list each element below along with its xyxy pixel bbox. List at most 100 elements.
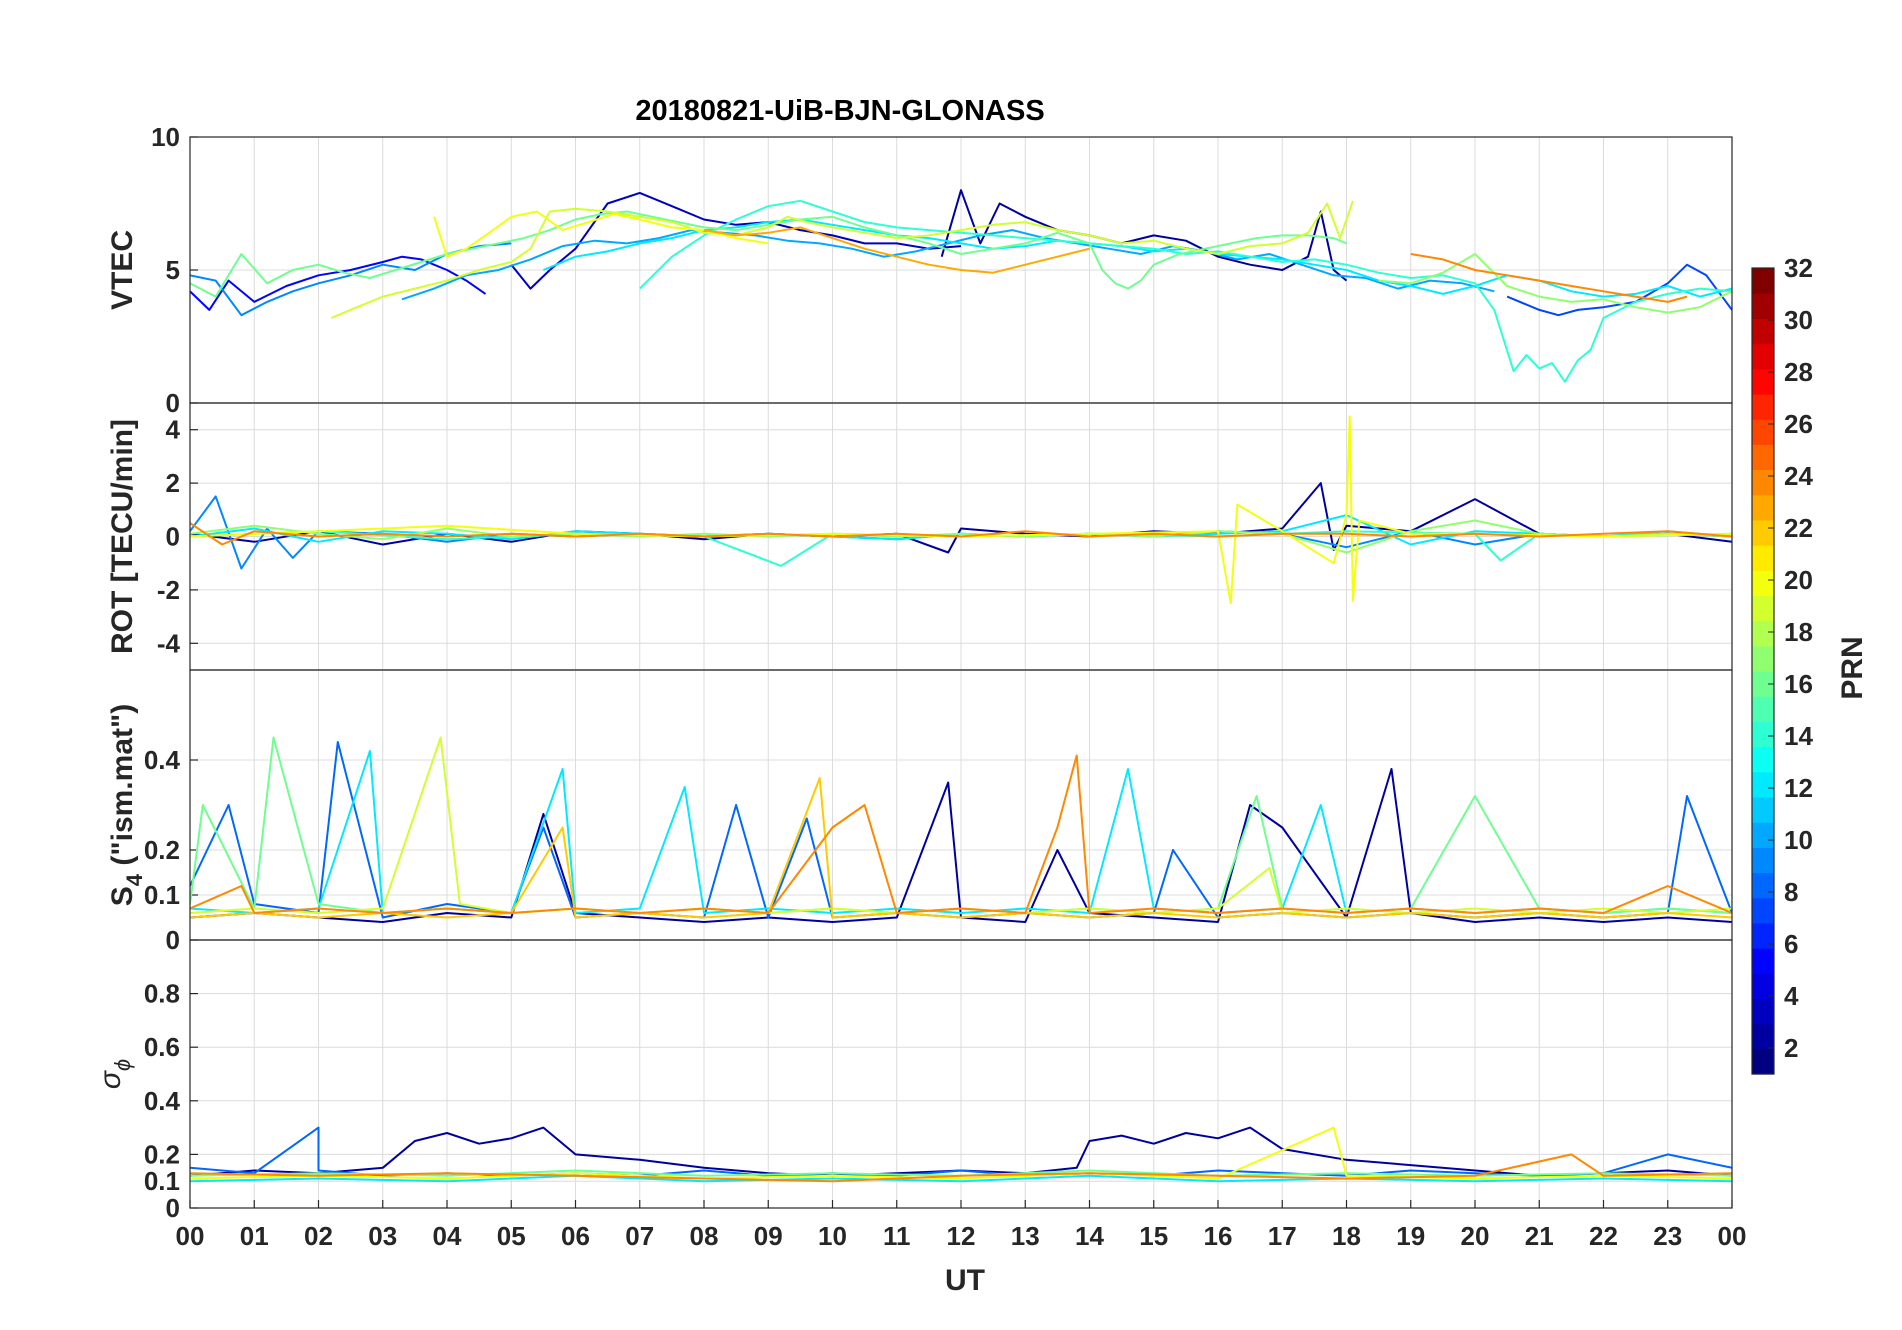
colorbar-segment xyxy=(1752,796,1774,823)
colorbar-segment xyxy=(1752,570,1774,597)
y-tick-label: 0 xyxy=(166,925,180,955)
colorbar-segment xyxy=(1752,696,1774,722)
colorbar-segment xyxy=(1752,343,1774,370)
y-tick-label: 0 xyxy=(166,1193,180,1223)
x-tick-label: 01 xyxy=(240,1221,269,1251)
colorbar-segment xyxy=(1752,897,1774,924)
colorbar-tick-label: 6 xyxy=(1784,929,1798,959)
x-tick-label: 08 xyxy=(690,1221,719,1251)
colorbar-tick-label: 30 xyxy=(1784,305,1813,335)
series-line-prn-24 xyxy=(190,522,1732,546)
colorbar-segment xyxy=(1752,671,1774,697)
colorbar-tick-label: 8 xyxy=(1784,877,1798,907)
colorbar-segment xyxy=(1752,771,1774,798)
panel-sigma_phi: 00.10.2 0.4 0.6 0.8 σϕ xyxy=(94,939,1733,1223)
series-group xyxy=(190,189,1732,383)
colorbar-segment xyxy=(1752,822,1774,848)
series-group xyxy=(190,415,1732,605)
y-axis-label: σϕ xyxy=(94,1059,135,1089)
colorbar-segment xyxy=(1752,872,1774,899)
y-tick-label: 0.4 xyxy=(144,1086,181,1116)
series-line-prn-12 xyxy=(543,218,1732,298)
y-tick-label: -2 xyxy=(157,575,180,605)
series-line-prn-5 xyxy=(190,255,487,311)
colorbar-segment xyxy=(1752,268,1774,294)
y-tick-label: 0.1 xyxy=(144,880,180,910)
y-axis-label: VTEC xyxy=(106,230,139,310)
series-line-prn-24 xyxy=(1410,253,1688,303)
colorbar-segment xyxy=(1752,545,1774,571)
y-tick-label: 0 xyxy=(166,522,180,552)
y-tick-label: 2 xyxy=(166,468,180,498)
y-axis-label: S4 ("ism.mat") xyxy=(106,704,147,906)
y-tick-label: 10 xyxy=(151,122,180,152)
colorbar-tick-label: 12 xyxy=(1784,773,1813,803)
series-line-prn-20 xyxy=(190,1126,1732,1180)
series-line-prn-17 xyxy=(190,519,1732,554)
x-tick-label: 22 xyxy=(1589,1221,1618,1251)
y-tick-label: 0.6 xyxy=(144,1032,180,1062)
series-line-prn-16 xyxy=(190,210,1347,298)
y-tick-label: 0.4 xyxy=(144,745,181,775)
x-tick-label: 19 xyxy=(1396,1221,1425,1251)
y-axis-label: ROT [TECU/min] xyxy=(106,419,139,654)
chart-title: 20180821-UiB-BJN-GLONASS xyxy=(635,95,1044,127)
colorbar-tick-label: 14 xyxy=(1784,721,1813,751)
x-tick-label: 05 xyxy=(497,1221,526,1251)
x-tick-label: 12 xyxy=(947,1221,976,1251)
series-line-prn-7 xyxy=(1506,263,1732,317)
colorbar-segment xyxy=(1752,998,1774,1025)
x-axis-label: UT xyxy=(945,1264,985,1297)
x-tick-label: 10 xyxy=(818,1221,847,1251)
x-tick-label: 15 xyxy=(1139,1221,1168,1251)
colorbar-segment xyxy=(1752,948,1774,974)
panel-vtec: 0 5 10 VTEC xyxy=(106,122,1733,418)
series-group xyxy=(190,1126,1732,1183)
y-tick-label: 5 xyxy=(166,255,180,285)
colorbar-tick-label: 16 xyxy=(1784,669,1813,699)
colorbar-tick-label: 24 xyxy=(1784,461,1813,491)
y-tick-label: -4 xyxy=(157,628,181,658)
x-tick-label: 00 xyxy=(176,1221,205,1251)
x-tick-label: 03 xyxy=(368,1221,397,1251)
panel-s4: 0 0.1 0.2 0.4S4 ("ism.mat") xyxy=(106,669,1733,955)
panel-rot: -4 -2 0 2 4 ROT [TECU/min] xyxy=(106,402,1733,671)
x-tick-label: 18 xyxy=(1332,1221,1361,1251)
x-tick-label: 04 xyxy=(433,1221,462,1251)
colorbar-tick-label: 22 xyxy=(1784,513,1813,543)
series-line-prn-2 xyxy=(940,189,1348,282)
series-line-prn-14 xyxy=(639,199,1732,383)
series-line-prn-2 xyxy=(190,1126,1732,1177)
colorbar-tick-label: 18 xyxy=(1784,617,1813,647)
series-line-prn-17 xyxy=(1378,253,1732,314)
colorbar-segment xyxy=(1752,469,1774,496)
colorbar-tick-label: 20 xyxy=(1784,565,1813,595)
colorbar-segment xyxy=(1752,368,1774,395)
colorbar-segment xyxy=(1752,393,1774,420)
series-line-prn-19 xyxy=(331,200,1354,319)
y-tick-label: 0 xyxy=(166,388,180,418)
series-line-prn-3 xyxy=(510,191,962,290)
x-tick-label: 09 xyxy=(754,1221,783,1251)
x-tick-label: 13 xyxy=(1011,1221,1040,1251)
x-tick-label: 06 xyxy=(561,1221,590,1251)
colorbar-segment xyxy=(1752,721,1774,748)
x-tick-label: 21 xyxy=(1525,1221,1554,1251)
x-tick-label: 14 xyxy=(1075,1221,1104,1251)
colorbar-segment xyxy=(1752,620,1774,647)
colorbar-segment xyxy=(1752,746,1774,773)
colorbar-frame xyxy=(1751,267,1775,1075)
colorbar-tick-label: 4 xyxy=(1784,981,1799,1011)
x-tick-label: 07 xyxy=(625,1221,654,1251)
y-tick-label: 0.1 xyxy=(144,1166,180,1196)
y-tick-label: 0.2 xyxy=(144,835,180,865)
colorbar-segment xyxy=(1752,973,1774,1000)
series-line-prn-23 xyxy=(703,226,1090,274)
colorbar-label: PRN xyxy=(1836,636,1869,699)
colorbar-segment xyxy=(1752,847,1774,874)
colorbar-segment xyxy=(1752,1048,1774,1075)
colorbar-segment xyxy=(1752,519,1774,546)
x-tick-label: 20 xyxy=(1461,1221,1490,1251)
